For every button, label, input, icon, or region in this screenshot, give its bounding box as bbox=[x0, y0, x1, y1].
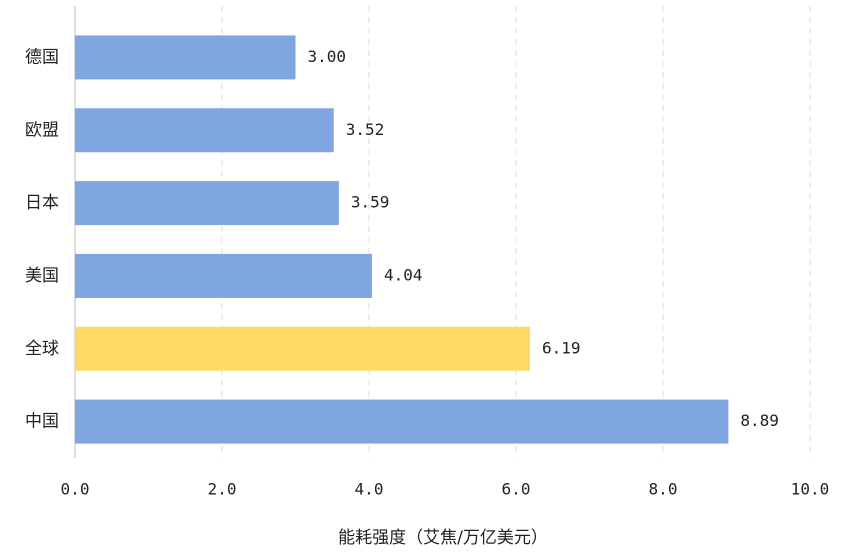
y-tick-label: 日本 bbox=[25, 193, 59, 213]
y-tick-label: 欧盟 bbox=[25, 120, 59, 140]
value-label: 3.52 bbox=[346, 120, 385, 139]
bar bbox=[75, 326, 530, 371]
x-tick-label: 10.0 bbox=[791, 480, 830, 499]
x-tick-label: 8.0 bbox=[649, 480, 678, 499]
y-tick-label: 全球 bbox=[25, 339, 59, 359]
x-tick-label: 0.0 bbox=[61, 480, 90, 499]
x-axis-title: 能耗强度（艾焦/万亿美元） bbox=[338, 528, 548, 548]
value-label: 4.04 bbox=[384, 265, 423, 284]
y-tick-label: 德国 bbox=[25, 47, 59, 67]
y-tick-label: 中国 bbox=[25, 412, 59, 432]
bar bbox=[75, 399, 729, 444]
value-label: 3.00 bbox=[308, 47, 347, 66]
y-tick-label: 美国 bbox=[25, 266, 59, 286]
bar bbox=[75, 108, 334, 153]
x-tick-label: 6.0 bbox=[502, 480, 531, 499]
bar bbox=[75, 181, 339, 226]
value-label: 8.89 bbox=[740, 411, 779, 430]
value-label: 3.59 bbox=[351, 193, 390, 212]
value-label: 6.19 bbox=[542, 338, 581, 357]
bar bbox=[75, 35, 296, 80]
x-tick-label: 2.0 bbox=[208, 480, 237, 499]
bar bbox=[75, 253, 372, 298]
x-tick-label: 4.0 bbox=[355, 480, 384, 499]
